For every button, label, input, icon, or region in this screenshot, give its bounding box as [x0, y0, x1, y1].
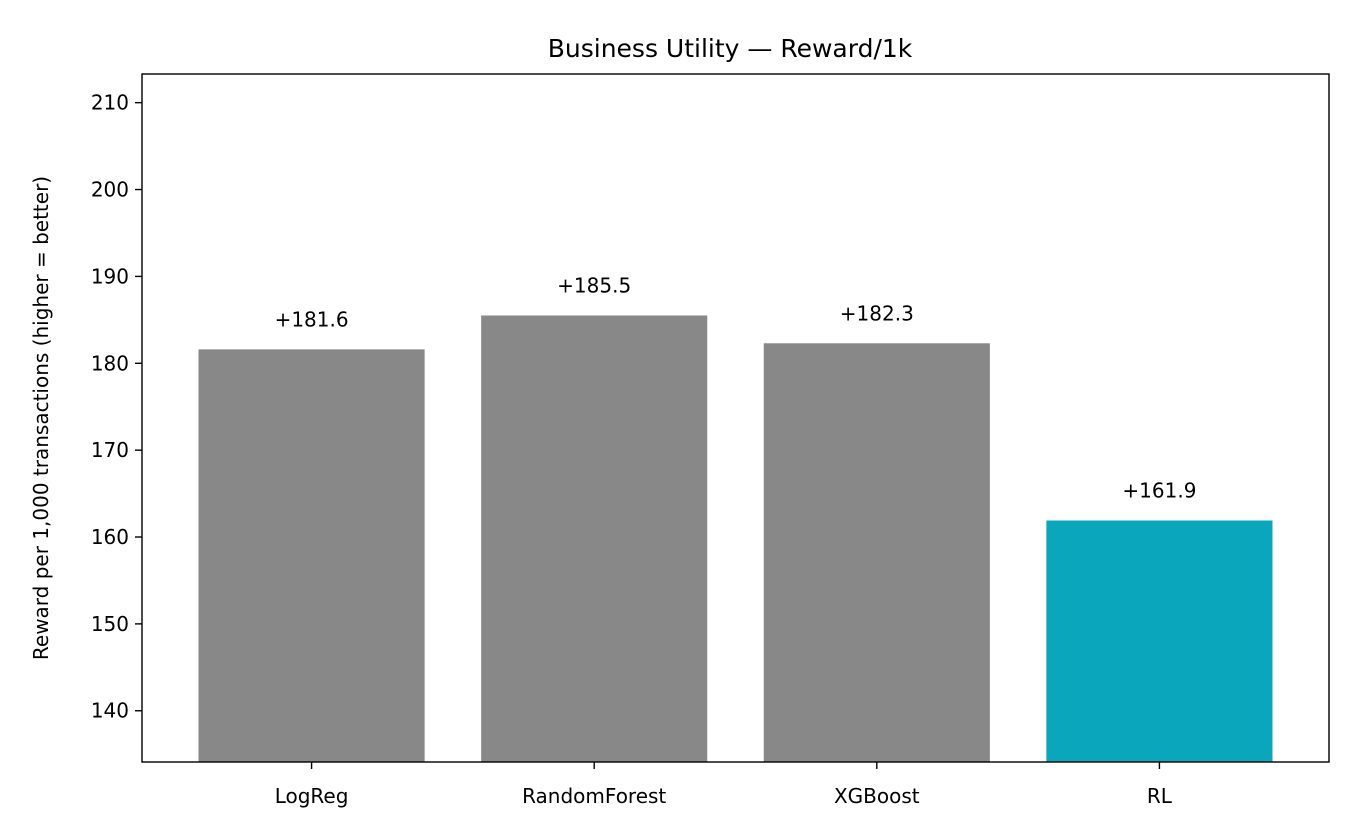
- y-tick-label: 200: [91, 178, 129, 202]
- x-tick-label-logreg: LogReg: [275, 784, 349, 808]
- x-tick-label-rl: RL: [1147, 784, 1173, 808]
- bar-rl: [1046, 520, 1273, 762]
- y-tick-label: 170: [91, 438, 129, 462]
- data-label-logreg: +181.6: [275, 307, 349, 331]
- x-tick-label-randomforest: RandomForest: [522, 784, 666, 808]
- bar-randomforest: [481, 315, 708, 762]
- bar-xgboost: [763, 343, 990, 762]
- data-labels-group: +181.6 +185.5 +182.3 +161.9: [275, 273, 1197, 502]
- x-tick-label-xgboost: XGBoost: [834, 784, 920, 808]
- y-axis-label: Reward per 1,000 transactions (higher = …: [29, 176, 53, 660]
- chart-title: Business Utility — Reward/1k: [548, 34, 913, 63]
- bars-group: [198, 315, 1273, 762]
- y-tick-label: 210: [91, 91, 129, 115]
- y-tick-label: 180: [91, 351, 129, 375]
- y-tick-label: 190: [91, 264, 129, 288]
- data-label-rl: +161.9: [1122, 479, 1196, 503]
- bar-logreg: [198, 349, 425, 762]
- data-label-xgboost: +182.3: [840, 301, 914, 325]
- y-tick-label: 150: [91, 612, 129, 636]
- x-axis: LogReg RandomForest XGBoost RL: [275, 762, 1173, 808]
- y-tick-label: 140: [91, 699, 129, 723]
- data-label-randomforest: +185.5: [557, 273, 631, 297]
- y-axis: 140 150 160 170 180 190 200 210: [91, 91, 142, 723]
- y-tick-label: 160: [91, 525, 129, 549]
- plot-frame: [141, 73, 1330, 763]
